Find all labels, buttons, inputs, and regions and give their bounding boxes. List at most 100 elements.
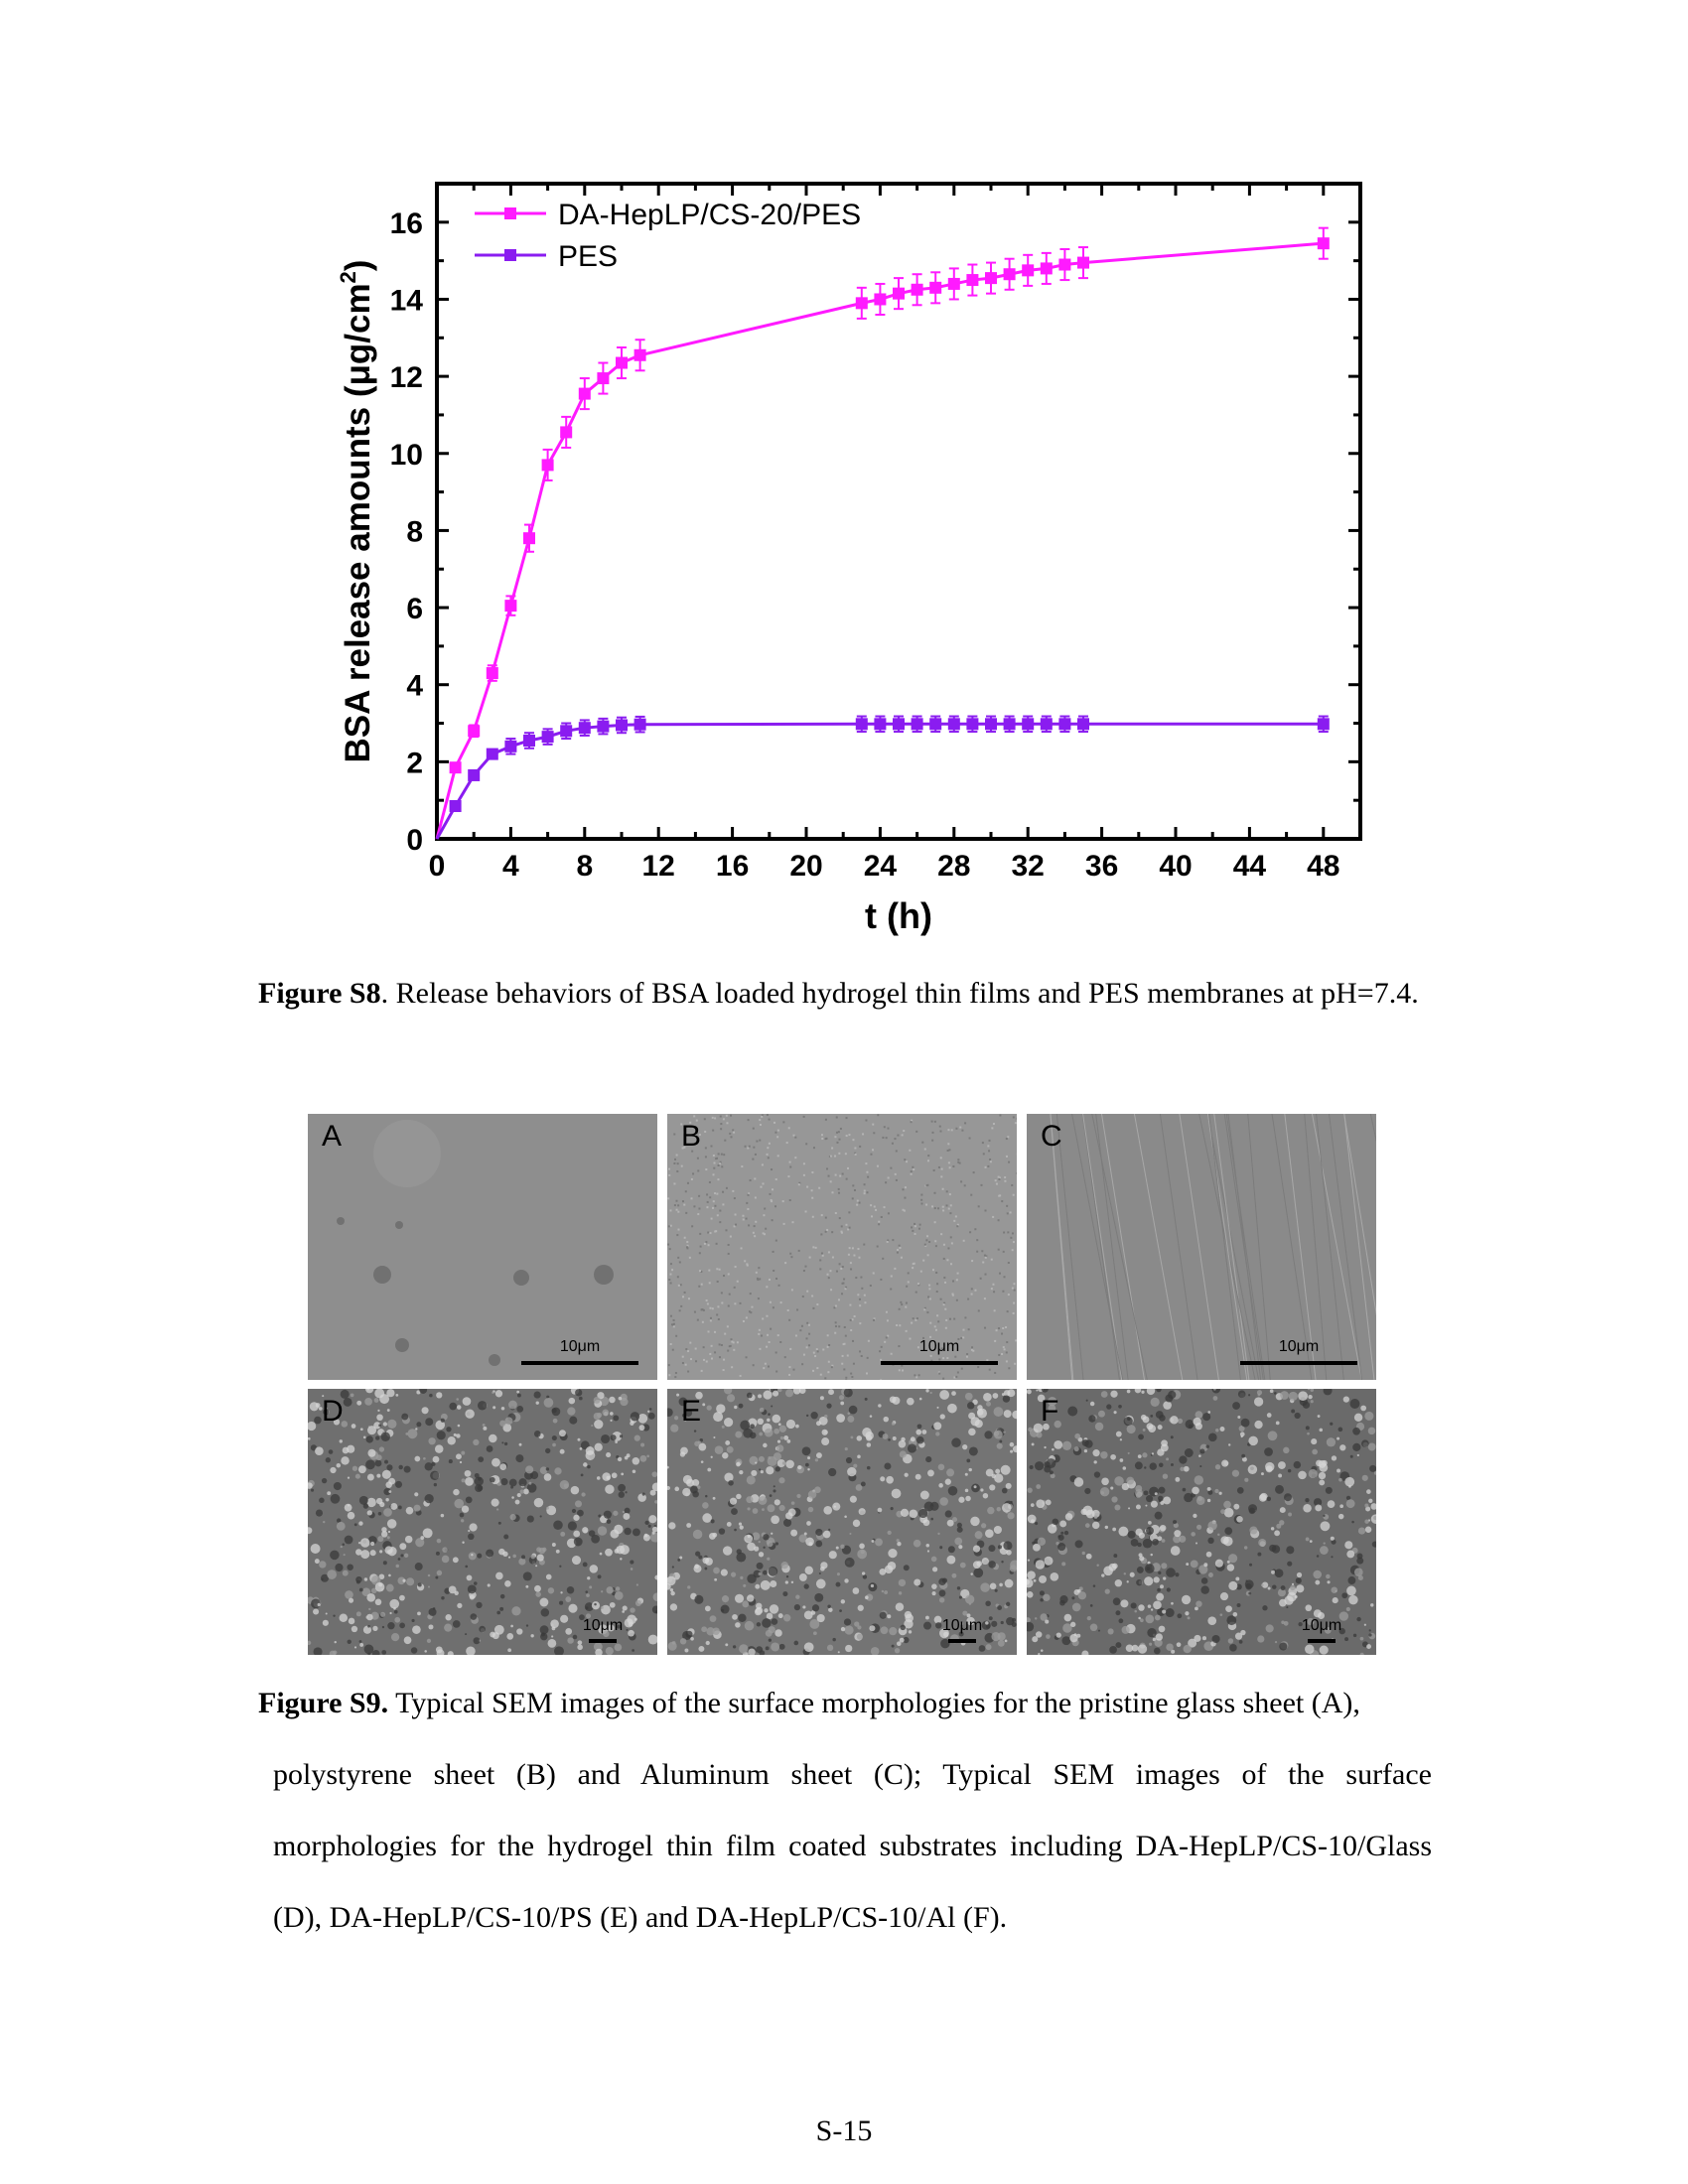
data-point (985, 272, 997, 285)
data-point (947, 718, 960, 731)
x-tick-label: 4 (502, 850, 519, 883)
data-point (468, 768, 481, 781)
data-point (633, 718, 646, 731)
scale-bar-label: 10μm (559, 1338, 601, 1355)
data-point (504, 740, 517, 752)
data-point (1040, 262, 1053, 275)
sem-panel-d: D 10μm (308, 1389, 657, 1655)
data-point (560, 426, 573, 439)
data-point (947, 277, 960, 290)
sem-texture (667, 1114, 1017, 1380)
x-tick-label: 0 (429, 850, 446, 883)
sem-panel-letter: E (681, 1395, 702, 1428)
data-point (523, 735, 535, 747)
x-tick-label: 44 (1233, 850, 1267, 883)
series-line (435, 722, 1324, 840)
data-point (523, 532, 535, 545)
sem-panel-letter: B (681, 1120, 702, 1153)
data-point (449, 800, 462, 812)
series-1 (435, 715, 1330, 840)
plot-frame (435, 182, 1362, 841)
y-tick-label: 6 (406, 593, 423, 625)
data-point (1077, 718, 1089, 731)
data-point (449, 761, 462, 774)
data-point (929, 718, 942, 731)
scale-bar-label: 10μm (918, 1338, 960, 1355)
y-tick-label: 0 (406, 824, 423, 857)
series-0 (435, 226, 1330, 840)
figure-s8-text: . Release behaviors of BSA loaded hydrog… (380, 977, 1419, 1010)
data-point (966, 274, 979, 287)
data-point (874, 718, 887, 731)
data-point (468, 725, 481, 738)
data-point (893, 287, 905, 300)
data-point (1003, 268, 1016, 281)
sem-panel-b: B 10μm (667, 1114, 1017, 1380)
scale-bar (1308, 1639, 1336, 1643)
figure-s8-caption: Figure S8. Release behaviors of BSA load… (258, 958, 1432, 1029)
data-point (578, 722, 591, 735)
sem-panel-letter: D (322, 1395, 344, 1428)
data-point (541, 459, 554, 472)
sem-panel-letter: C (1041, 1120, 1062, 1153)
data-point (911, 718, 923, 731)
data-point (504, 600, 517, 613)
data-point (1040, 718, 1053, 731)
data-point (1317, 718, 1330, 731)
sem-panel-c: C 10μm (1027, 1114, 1376, 1380)
legend-marker (504, 249, 516, 261)
series-line (435, 241, 1324, 840)
data-point (633, 348, 646, 361)
sem-panel-letter: F (1041, 1395, 1059, 1428)
x-axis-label: t (h) (865, 895, 932, 936)
y-tick-label: 16 (390, 207, 423, 240)
x-tick-label: 8 (576, 850, 593, 883)
data-point (911, 283, 923, 296)
figure-s9-text-rest: polystyrene sheet (B) and Aluminum sheet… (273, 1758, 1432, 1934)
scale-bar (521, 1361, 638, 1365)
data-point (1022, 264, 1035, 277)
figure-s8-label: Figure S8 (258, 977, 381, 1010)
sem-panel-f: F 10μm (1027, 1389, 1376, 1655)
sem-image-grid: A 10μm B 10μm C 10μm D 10μm E 10μm F 10μm (308, 1114, 1386, 1655)
data-point (1058, 258, 1071, 271)
data-point (855, 718, 868, 731)
data-point (1022, 718, 1035, 731)
y-tick-label: 8 (406, 515, 423, 548)
x-tick-label: 16 (716, 850, 749, 883)
data-point (597, 720, 610, 733)
y-tick-label: 4 (406, 670, 423, 703)
data-point (541, 731, 554, 744)
legend-marker (504, 207, 516, 219)
figure-s9-caption: Figure S9. Typical SEM images of the sur… (258, 1668, 1432, 1954)
data-point (1058, 718, 1071, 731)
x-tick-label: 24 (864, 850, 898, 883)
data-point (578, 387, 591, 400)
sem-texture (308, 1389, 657, 1655)
data-point (985, 718, 997, 731)
legend-label: PES (558, 240, 618, 273)
data-point (597, 372, 610, 385)
scale-bar (1240, 1361, 1357, 1365)
data-point (486, 748, 498, 760)
data-point (486, 667, 498, 680)
data-point (560, 725, 573, 738)
x-tick-label: 36 (1085, 850, 1118, 883)
y-tick-label: 2 (406, 747, 423, 779)
scale-bar (589, 1639, 617, 1643)
data-point (893, 718, 905, 731)
sem-panel-letter: A (322, 1120, 343, 1153)
x-tick-label: 28 (937, 850, 970, 883)
x-tick-label: 40 (1159, 850, 1192, 883)
scale-bar (881, 1361, 998, 1365)
scale-bar-label: 10μm (582, 1617, 624, 1634)
data-point (616, 719, 628, 732)
figure-s9-label: Figure S9. (258, 1687, 389, 1719)
sem-texture (337, 1120, 614, 1366)
scale-bar-label: 10μm (1278, 1338, 1320, 1355)
data-point (616, 356, 628, 369)
data-point (929, 281, 942, 294)
x-tick-label: 32 (1012, 850, 1045, 883)
y-tick-label: 10 (390, 439, 423, 472)
data-point (874, 293, 887, 306)
